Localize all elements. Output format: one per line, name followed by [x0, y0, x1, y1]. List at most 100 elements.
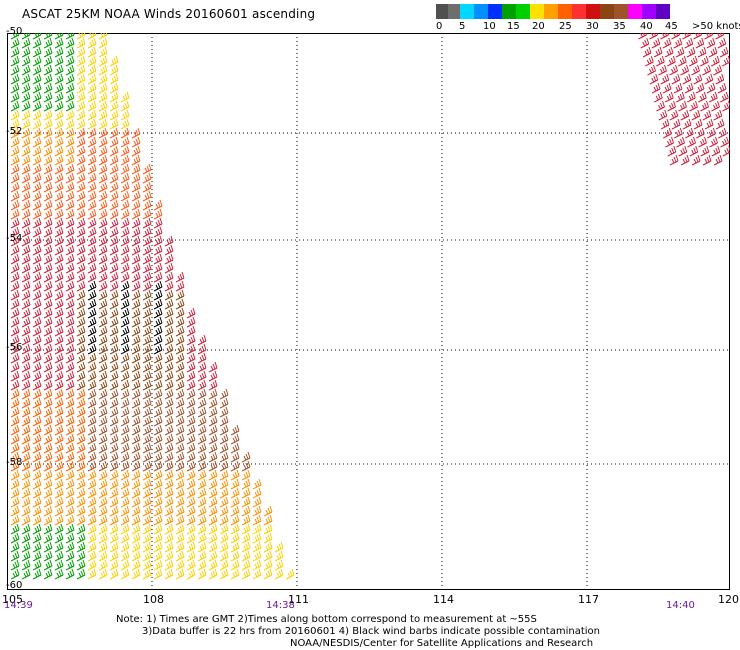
wind-barb [651, 82, 661, 94]
wind-barb [208, 379, 218, 391]
wind-barb [109, 262, 119, 274]
wind-barb [164, 397, 174, 409]
wind-barb [717, 37, 727, 49]
wind-barb [153, 469, 163, 481]
wind-barb [120, 109, 130, 121]
wind-barb [109, 334, 119, 346]
wind-barb [21, 244, 31, 256]
wind-barb [76, 523, 86, 535]
wind-barb [186, 487, 196, 499]
wind-barb [109, 406, 119, 418]
wind-barb [142, 343, 152, 355]
wind-barb [76, 109, 86, 121]
wind-barb [10, 298, 20, 310]
wind-barb [656, 55, 665, 67]
wind-barb [32, 253, 42, 265]
wind-barb [186, 370, 196, 382]
wind-barb [43, 424, 53, 436]
wind-barb [109, 82, 119, 94]
wind-barb [120, 325, 130, 337]
wind-barb [21, 37, 31, 49]
wind-barb [21, 433, 31, 445]
wind-barb [32, 199, 42, 211]
wind-barb [676, 136, 685, 148]
wind-barb [142, 172, 152, 184]
wind-barb [131, 127, 141, 139]
map-title: ASCAT 25KM NOAA Winds 20160601 ascending [22, 7, 316, 21]
wind-barb [208, 550, 218, 562]
wind-barb [43, 460, 53, 472]
wind-barb [98, 73, 108, 85]
wind-barb [54, 289, 64, 301]
wind-barb [109, 91, 119, 103]
wind-barb [98, 235, 108, 247]
wind-barb [252, 523, 262, 535]
wind-barb [230, 532, 240, 544]
wind-barb [164, 352, 174, 364]
wind-barb [65, 406, 75, 418]
wind-barb [274, 550, 284, 562]
wind-barb [21, 145, 31, 157]
wind-barb [219, 523, 229, 535]
wind-barb [142, 289, 152, 301]
wind-barb [120, 289, 130, 301]
wind-barb [98, 298, 108, 310]
wind-barb [76, 550, 86, 562]
wind-barb [21, 100, 31, 112]
wind-barb [54, 64, 64, 76]
wind-barb [120, 91, 130, 103]
wind-barb [164, 505, 174, 517]
wind-barb [700, 100, 709, 112]
wind-barb [54, 226, 64, 238]
wind-barb [65, 415, 75, 427]
wind-barb [109, 568, 119, 580]
wind-barb [10, 334, 20, 346]
wind-barb [98, 46, 108, 58]
wind-barb [120, 532, 130, 544]
wind-barb [76, 316, 86, 328]
wind-barb [76, 235, 86, 247]
wind-barb [87, 406, 97, 418]
wind-barb [175, 307, 185, 319]
wind-barb [76, 136, 86, 148]
wind-barb [65, 424, 75, 436]
wind-barb [87, 127, 97, 139]
wind-barb [10, 487, 20, 499]
wind-barb [186, 523, 196, 535]
wind-barb [54, 352, 64, 364]
wind-barb [131, 496, 141, 508]
wind-barb [131, 316, 141, 328]
wind-barb [65, 469, 75, 481]
wind-barb [21, 298, 31, 310]
wind-barb [682, 118, 692, 130]
wind-barb [164, 451, 174, 463]
wind-barb [120, 181, 130, 193]
wind-barb [54, 325, 64, 337]
wind-barb [98, 388, 108, 400]
wind-barb [65, 172, 75, 184]
wind-barb [32, 343, 42, 355]
wind-barb [263, 550, 273, 562]
wind-barb [54, 460, 64, 472]
wind-barb [153, 199, 163, 211]
wind-barb [87, 433, 97, 445]
wind-barb [65, 541, 75, 553]
wind-barb [10, 118, 20, 130]
wind-barb [120, 127, 130, 139]
wind-barb [153, 280, 163, 292]
wind-barb [21, 343, 31, 355]
wind-barb [175, 280, 185, 292]
wind-barb [645, 55, 654, 67]
wind-barb [219, 487, 229, 499]
wind-barb [43, 64, 53, 76]
wind-barb [10, 262, 20, 274]
wind-barb [98, 199, 108, 211]
wind-barb [252, 496, 262, 508]
wind-barb [76, 208, 86, 220]
wind-barb [131, 433, 141, 445]
wind-barb [109, 271, 119, 283]
wind-barb [76, 298, 86, 310]
wind-barb [142, 415, 152, 427]
wind-barb [109, 190, 119, 202]
wind-barb [43, 145, 53, 157]
